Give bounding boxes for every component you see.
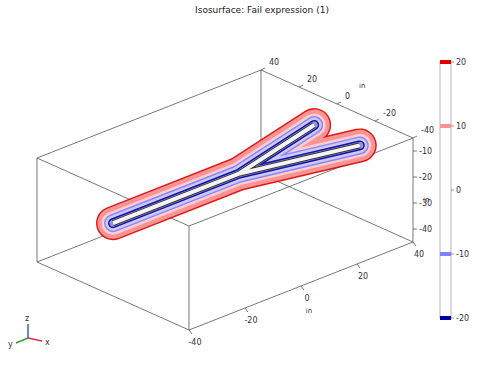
box-edge <box>37 158 38 262</box>
z-tick <box>413 177 417 178</box>
y-tick <box>299 85 303 87</box>
y-tick-label: 20 <box>307 75 317 84</box>
z-tick <box>413 151 417 152</box>
x-tick <box>301 286 304 290</box>
y-tick-label: -40 <box>421 126 434 135</box>
triad-label: y <box>8 340 13 349</box>
triad-x <box>28 338 42 341</box>
x-axis-label: in <box>306 307 312 315</box>
x-tick <box>357 264 360 268</box>
colorbar-tick-label: 10 <box>456 122 466 131</box>
colorbar-level <box>440 316 451 320</box>
y-tick-label: -20 <box>383 109 396 118</box>
x-tick-label: 0 <box>304 294 309 303</box>
x-tick-label: -40 <box>188 338 201 347</box>
y-axis-label: in <box>359 82 365 90</box>
isosurface-gap <box>113 125 360 223</box>
triad-y <box>16 338 28 343</box>
y-tick <box>337 102 341 104</box>
pipe-inner <box>113 125 360 223</box>
colorbar-level <box>440 124 451 128</box>
title: Isosurface: Fail expression (1) <box>195 5 329 15</box>
pipe <box>113 125 360 223</box>
colorbar-tick <box>451 190 454 191</box>
z-tick <box>413 203 417 204</box>
y-tick-label: 40 <box>269 58 279 67</box>
x-tick <box>189 330 192 334</box>
x-tick-label: -20 <box>244 316 257 325</box>
colorbar-tick-label: 0 <box>456 186 461 195</box>
colorbar-tick-label: -20 <box>456 314 469 323</box>
isosurface-gap <box>113 125 360 223</box>
colorbar-tick <box>451 254 454 255</box>
box-edge <box>37 262 189 330</box>
colorbar-tick <box>451 62 454 63</box>
colorbar <box>440 62 451 318</box>
isosurface <box>113 125 360 223</box>
y-tick <box>375 119 379 121</box>
isosurface <box>113 125 360 223</box>
x-tick-label: 40 <box>414 250 424 259</box>
y-tick-label: 0 <box>345 92 350 101</box>
isosurface-gap <box>113 125 360 223</box>
box-edge <box>189 226 190 330</box>
isosurfaces <box>113 125 360 223</box>
y-tick <box>261 68 265 70</box>
box-edge <box>189 242 413 330</box>
triad-label: x <box>45 338 50 347</box>
colorbar-tick-label: 20 <box>456 58 466 67</box>
isosurface <box>113 125 360 223</box>
colorbar-tick-label: -10 <box>456 250 469 259</box>
triad-label: z <box>25 314 29 323</box>
x-tick <box>245 308 248 312</box>
frame <box>37 70 413 330</box>
x-tick-label: 20 <box>358 272 368 281</box>
z-axis-label: in <box>423 196 429 204</box>
x-tick <box>413 242 416 246</box>
colorbar-level <box>440 60 451 64</box>
colorbar-level <box>440 252 451 256</box>
triad-z <box>27 324 29 338</box>
isosurface-gap <box>113 125 360 223</box>
z-tick-label: -40 <box>419 225 432 234</box>
colorbar-tick <box>451 318 454 319</box>
colorbar-tick <box>451 126 454 127</box>
y-tick <box>413 136 417 138</box>
z-tick <box>413 229 417 230</box>
box-edge <box>261 174 413 242</box>
box-edge <box>413 138 414 242</box>
box-edge <box>37 70 261 158</box>
isosurface <box>113 125 360 223</box>
z-tick-label: -10 <box>419 147 432 156</box>
z-tick-label: -20 <box>419 173 432 182</box>
